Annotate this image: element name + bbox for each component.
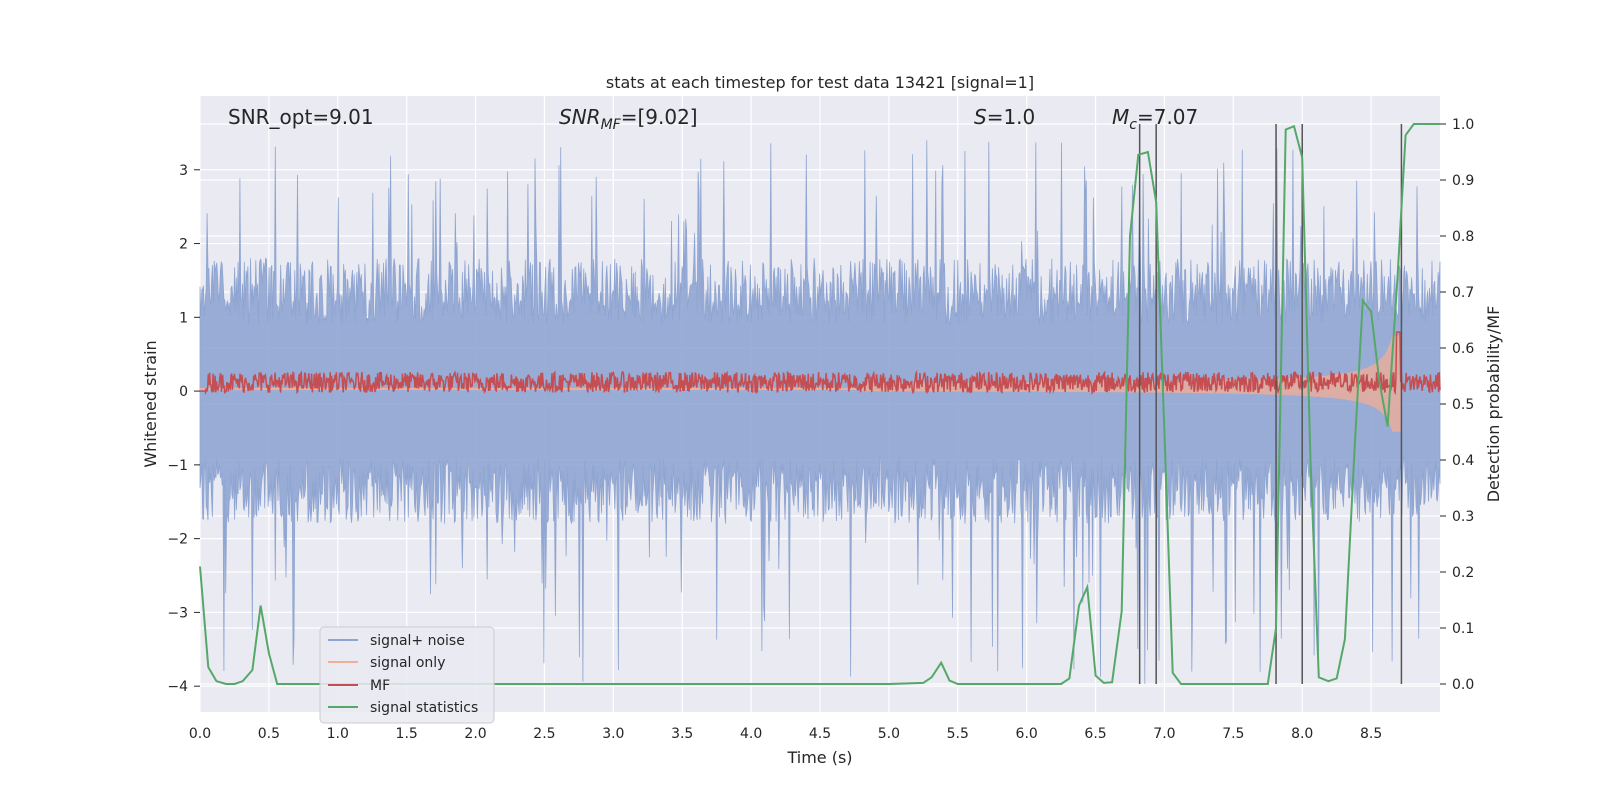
x-tick-label: 1.5	[396, 726, 418, 742]
y-axis-right-ticks: 1.0 0.9 0.8 0.7 0.6 0.5 0.4 0.3 0.2 0.1 0.0	[1440, 117, 1474, 693]
legend-label-signal-noise: signal+ noise	[370, 633, 465, 649]
signal-statistics-line	[199, 123, 1440, 685]
x-tick-label: 7.0	[1153, 726, 1175, 742]
x-tick-label: 0.5	[258, 726, 280, 742]
y-tick-label: −4	[167, 679, 188, 695]
y-axis-label: Whitened strain	[141, 340, 160, 467]
series-signal-statistics	[199, 123, 1440, 685]
x-axis-ticks: 0.0 0.5 1.0 1.5 2.0 2.5 3.0 3.5 4.0 4.5 5.0 5.5 6.0 6…	[189, 726, 1382, 742]
y-right-tick-label: 0.3	[1452, 509, 1474, 525]
x-tick-label: 6.5	[1084, 726, 1106, 742]
mf-line	[200, 331, 1441, 396]
x-tick-label: 3.0	[602, 726, 624, 742]
annotation-s: S=1.0	[974, 105, 1035, 129]
series-mf	[200, 331, 1441, 396]
y-right-tick-label: 0.5	[1452, 397, 1474, 413]
y-tick-label: 2	[179, 237, 188, 253]
x-tick-label: 6.0	[1016, 726, 1038, 742]
annotation-snr-mf: SNRMF=[9.02]	[559, 105, 698, 133]
y-axis-ticks: 3 2 1 0 −1 −2 −3 −4	[167, 163, 200, 695]
x-tick-label: 0.0	[189, 726, 211, 742]
y-right-tick-label: 0.8	[1452, 229, 1474, 245]
x-tick-label: 4.5	[809, 726, 831, 742]
x-tick-label: 5.5	[947, 726, 969, 742]
y-right-tick-label: 0.0	[1452, 677, 1474, 693]
series-signal-noise	[199, 140, 1441, 684]
legend-label-signal-only: signal only	[370, 655, 445, 671]
x-tick-label: 8.0	[1291, 726, 1313, 742]
y-tick-label: −3	[167, 605, 188, 621]
y-right-tick-label: 0.1	[1452, 621, 1474, 637]
legend-label-signal-statistics: signal statistics	[370, 700, 478, 716]
y-axis-right-label: Detection probability/MF	[1484, 306, 1503, 503]
y-tick-label: 3	[179, 163, 188, 179]
y-right-tick-label: 0.4	[1452, 453, 1474, 469]
y-right-tick-label: 0.2	[1452, 565, 1474, 581]
x-tick-label: 1.0	[327, 726, 349, 742]
x-tick-label: 2.0	[464, 726, 486, 742]
y-tick-label: −1	[167, 458, 188, 474]
y-right-tick-label: 0.9	[1452, 173, 1474, 189]
y-right-tick-label: 0.6	[1452, 341, 1474, 357]
x-axis-label: Time (s)	[786, 748, 852, 767]
x-tick-label: 5.0	[878, 726, 900, 742]
y-right-tick-label: 1.0	[1452, 117, 1474, 133]
y-tick-label: −2	[167, 532, 188, 548]
noise-band	[199, 140, 1441, 684]
legend-box	[319, 626, 495, 724]
annotation-mc: Mc=7.07	[1112, 105, 1198, 133]
y-right-tick-label: 0.7	[1452, 285, 1474, 301]
chart-title: stats at each timestep for test data 134…	[606, 73, 1034, 92]
x-tick-label: 7.5	[1222, 726, 1244, 742]
x-tick-label: 8.5	[1360, 726, 1382, 742]
x-tick-label: 3.5	[671, 726, 693, 742]
y-tick-label: 0	[179, 384, 188, 400]
x-tick-label: 2.5	[533, 726, 555, 742]
x-tick-label: 4.0	[740, 726, 762, 742]
annotation-snr-opt: SNR_opt=9.01	[228, 105, 374, 129]
legend: signal+ noise signal only MF signal stat…	[319, 626, 495, 724]
legend-label-mf: MF	[370, 678, 390, 694]
y-tick-label: 1	[179, 310, 188, 326]
